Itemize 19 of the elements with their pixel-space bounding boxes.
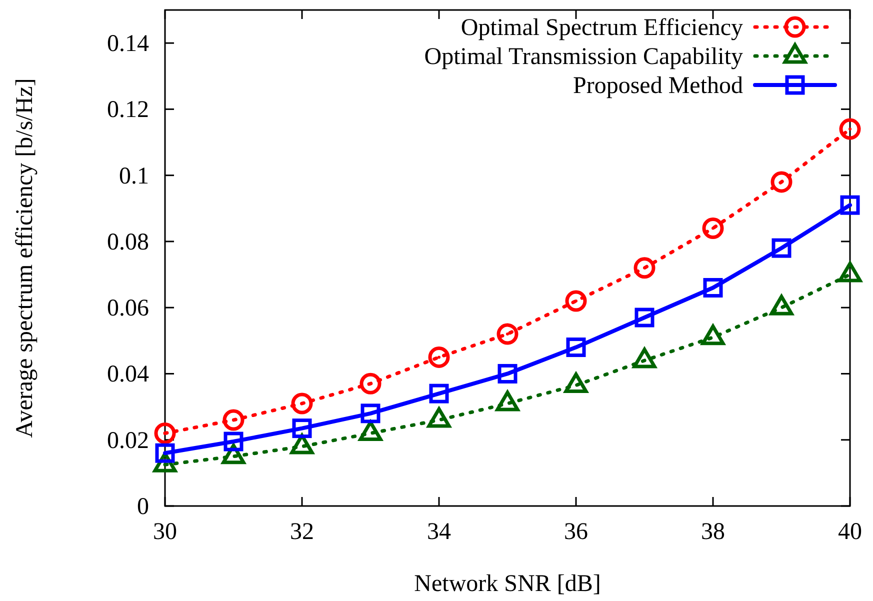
y-tick-label: 0.02 xyxy=(107,428,149,454)
legend-label: Proposed Method xyxy=(573,73,743,99)
x-tick-label: 30 xyxy=(153,519,177,545)
y-tick-label: 0.06 xyxy=(107,296,149,322)
legend-label: Optimal Spectrum Efficiency xyxy=(460,15,743,41)
x-tick-label: 34 xyxy=(427,519,451,545)
x-tick-label: 32 xyxy=(290,519,314,545)
y-tick-label: 0.08 xyxy=(107,229,149,256)
y-tick-label: 0.1 xyxy=(119,163,149,190)
x-axis-title: Network SNR [dB] xyxy=(414,571,601,597)
x-tick-label: 40 xyxy=(838,519,862,545)
y-tick-label: 0.12 xyxy=(107,97,149,124)
x-tick-label: 36 xyxy=(564,519,588,545)
y-axis-title: Average spectrum efficiency [b/s/Hz] xyxy=(12,78,38,438)
x-tick-label: 38 xyxy=(701,519,725,545)
y-tick-label: 0.14 xyxy=(107,31,149,58)
y-tick-label: 0.04 xyxy=(107,362,149,388)
legend-label: Optimal Transmission Capability xyxy=(424,44,743,70)
y-tick-label: 0 xyxy=(137,494,149,520)
